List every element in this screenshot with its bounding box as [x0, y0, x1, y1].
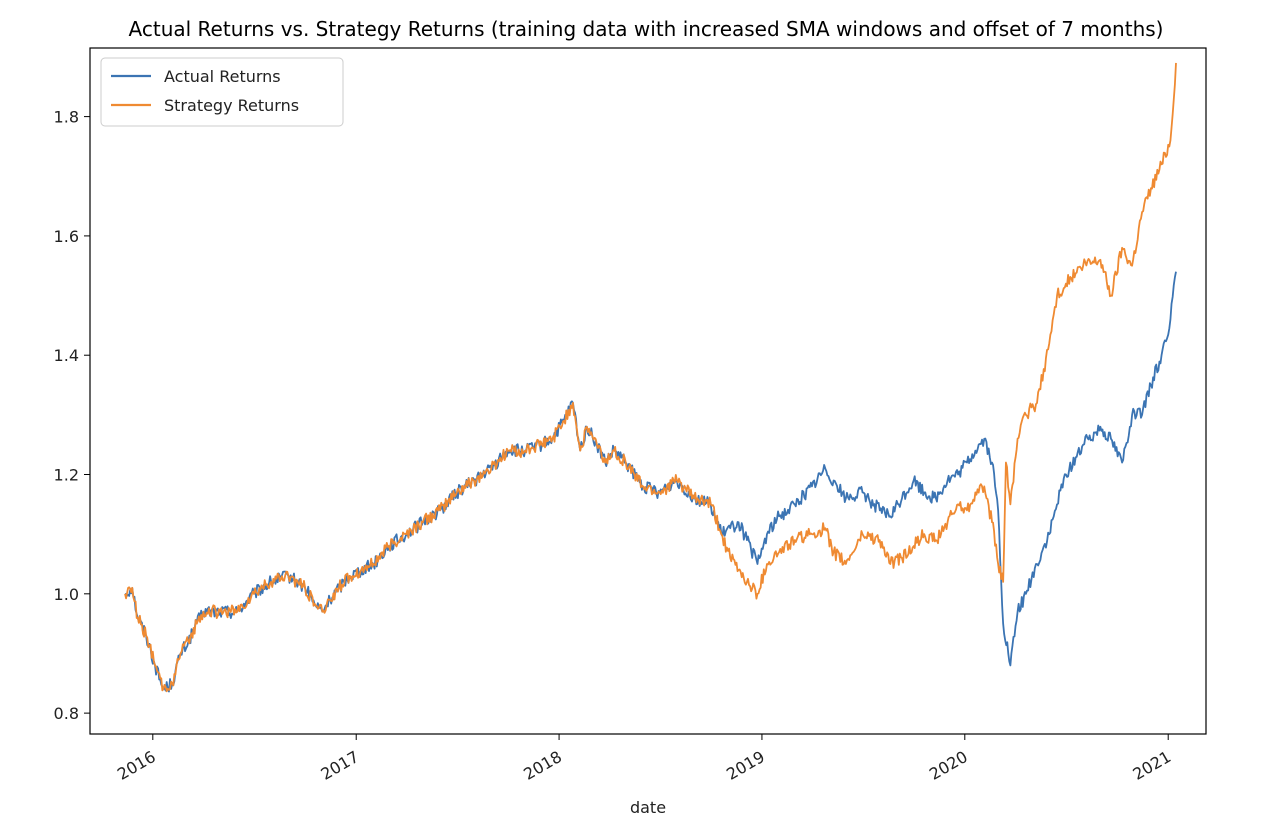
legend-label-actual-returns: Actual Returns: [164, 67, 281, 86]
y-tick-label: 1.6: [54, 227, 79, 246]
legend-box: [100, 57, 344, 127]
plot-area: [89, 47, 1207, 735]
y-tick-label: 1.8: [54, 108, 79, 127]
x-tick-label: 2021: [1129, 747, 1174, 784]
series-line-strategy-returns: [124, 62, 1177, 693]
series-line-actual-returns: [124, 271, 1177, 693]
y-tick-label: 1.0: [54, 585, 79, 604]
x-tick-label: 2020: [926, 747, 971, 784]
x-tick-label: 2018: [520, 747, 565, 784]
x-tick-label: 2017: [317, 747, 362, 784]
y-axis: 0.8 1.0 1.2 1.4 1.6 1.8: [54, 108, 90, 723]
legend-label-strategy-returns: Strategy Returns: [164, 96, 299, 115]
series-layer: [124, 62, 1177, 693]
y-tick-label: 0.8: [54, 704, 79, 723]
y-tick-label: 1.4: [54, 346, 79, 365]
x-tick-label: 2016: [114, 747, 159, 784]
x-axis-label: date: [630, 798, 666, 817]
chart-title: Actual Returns vs. Strategy Returns (tra…: [129, 17, 1164, 41]
x-tick-label: 2019: [723, 747, 768, 784]
y-tick-label: 1.2: [54, 466, 79, 485]
x-axis: 2016 2017 2018 2019 2020 2021: [114, 734, 1174, 784]
legend: Actual Returns Strategy Returns: [100, 57, 344, 127]
